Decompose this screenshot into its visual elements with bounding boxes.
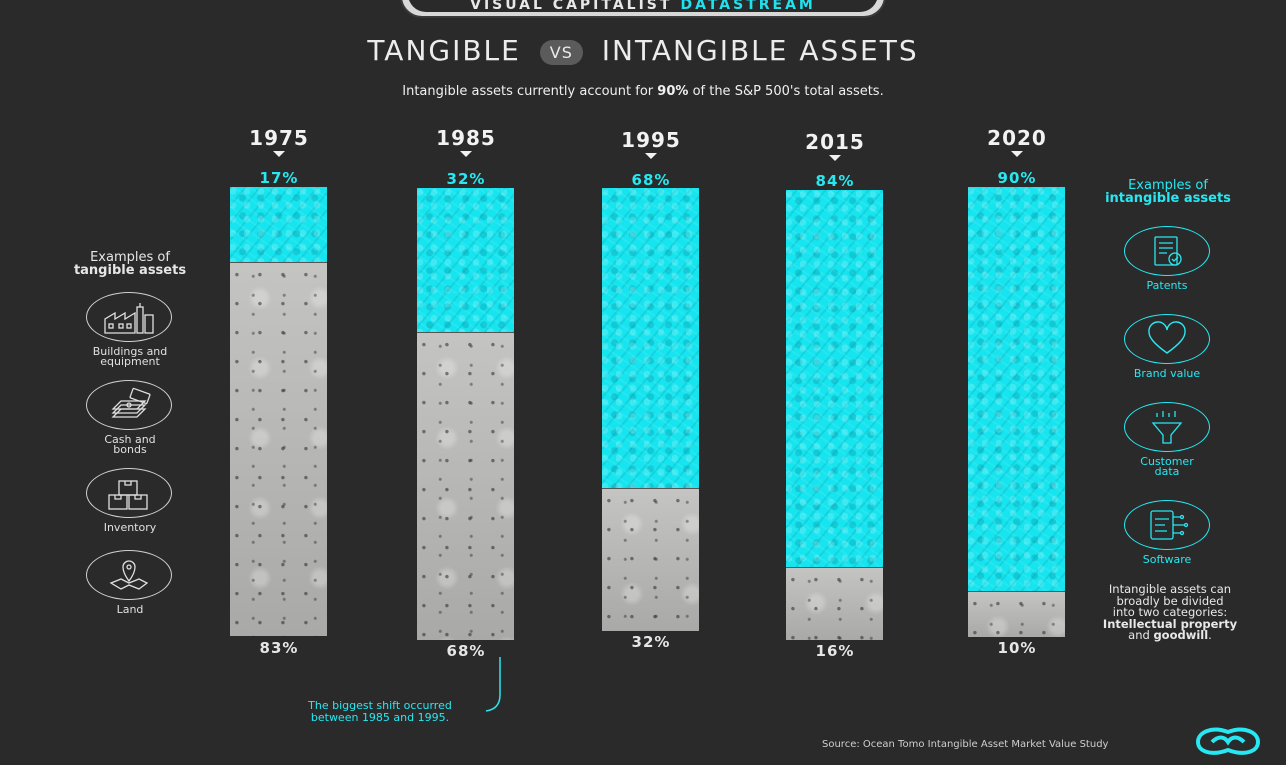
source-text: Source: Ocean Tomo Intangible Asset Mark… [822, 739, 1109, 750]
intangible-pct-label: 17% [259, 169, 299, 187]
intangible-item-label: Patents [1112, 279, 1222, 292]
year-label: 1995 [621, 128, 681, 152]
intangible-segment [786, 190, 883, 568]
tangible-pct-label: 10% [997, 639, 1037, 657]
tangible-item-1-line2: bonds [113, 443, 147, 456]
intangible-item-2-line1: Customer [1140, 455, 1194, 468]
subtitle-bold: 90% [657, 84, 689, 99]
stacked-bar [968, 187, 1065, 637]
stacked-bar [602, 188, 699, 631]
tangible-pct-label: 68% [446, 642, 486, 660]
intangible-pct-label: 90% [997, 169, 1037, 187]
intangible-item-label: Brand value [1112, 367, 1222, 380]
page-title: TANGIBLE VS INTANGIBLE ASSETS [0, 34, 1286, 67]
title-left: TANGIBLE [367, 34, 521, 67]
intangible-pct-label: 32% [446, 170, 486, 188]
tangible-item-0-line1: Buildings and [92, 345, 168, 358]
certificate-icon [1124, 226, 1210, 276]
intangible-pct-label: 68% [631, 171, 671, 189]
stacked-bar [417, 188, 514, 640]
shift-note: The biggest shift occurred between 1985 … [276, 700, 484, 723]
intangible-heading: Examples of intangible assets [1088, 179, 1248, 205]
heart-icon [1124, 314, 1210, 364]
intangible-item-label: Software [1112, 553, 1222, 566]
intangible-segment [968, 187, 1065, 592]
tangible-pct-label: 16% [815, 642, 855, 660]
subtitle-pre: Intangible assets currently account for [402, 84, 654, 99]
intangible-item-3-line1: Software [1142, 553, 1192, 566]
intangible-segment [230, 187, 327, 264]
note-bold2: goodwill [1153, 628, 1209, 642]
year-caret [829, 155, 841, 161]
year-caret [1011, 151, 1023, 157]
tangible-segment [968, 591, 1065, 637]
brand-tab: VISUAL CAPITALIST DATASTREAM [400, 0, 886, 18]
tangible-item-label: Buildings and equipment [75, 345, 185, 368]
intangible-pct-label: 84% [815, 172, 855, 190]
funnel-icon [1124, 402, 1210, 452]
boxes-icon [86, 468, 172, 518]
logo-icon [1195, 727, 1261, 755]
intangible-item-2-line2: data [1154, 465, 1180, 478]
shift-note-line1: The biggest shift occurred [308, 699, 452, 712]
title-vs-badge: VS [539, 39, 583, 65]
subtitle-post: of the S&P 500's total assets. [692, 84, 884, 99]
year-caret [645, 153, 657, 159]
title-right: INTANGIBLE ASSETS [601, 34, 919, 67]
intangible-item-0-line1: Patents [1146, 279, 1188, 292]
brand-name: VISUAL CAPITALIST [470, 0, 673, 13]
tangible-segment [230, 262, 327, 636]
tangible-item-label: Land [75, 603, 185, 616]
year-caret [273, 151, 285, 157]
stacked-bar [230, 187, 327, 636]
shift-note-line2: between 1985 and 1995. [310, 710, 450, 724]
map-pin-icon [86, 550, 172, 600]
tangible-segment [602, 488, 699, 631]
note-line1: Intangible assets can [1108, 582, 1232, 596]
year-caret [460, 151, 472, 157]
tangible-item-1-line1: Cash and [104, 433, 156, 446]
year-label: 2020 [987, 126, 1047, 150]
intangible-heading-line1: Examples of [1128, 178, 1208, 193]
tangible-heading: Examples of tangible assets [55, 251, 205, 277]
tangible-pct-label: 32% [631, 633, 671, 651]
tangible-segment [786, 567, 883, 640]
tangible-heading-line1: Examples of [90, 250, 170, 265]
subtitle: Intangible assets currently account for … [0, 84, 1286, 99]
intangible-segment [602, 188, 699, 490]
note-and: and [1128, 628, 1150, 642]
note-line3: into two categories: [1112, 605, 1228, 619]
intangible-segment [417, 188, 514, 333]
tangible-segment [417, 331, 514, 640]
tangible-item-3-line1: Land [116, 603, 144, 616]
tangible-item-label: Cash and bonds [75, 433, 185, 456]
software-icon [1124, 500, 1210, 550]
note-line2: broadly be divided [1116, 593, 1224, 608]
shift-bracket [485, 657, 501, 712]
stacked-bar [786, 190, 883, 640]
tangible-pct-label: 83% [259, 639, 299, 657]
tangible-heading-line2: tangible assets [73, 263, 187, 278]
year-label: 1985 [436, 126, 496, 150]
year-label: 2015 [805, 130, 865, 154]
factory-icon [86, 292, 172, 342]
year-label: 1975 [249, 126, 309, 150]
tangible-item-2-line1: Inventory [103, 521, 157, 534]
tangible-item-label: Inventory [75, 521, 185, 534]
tangible-item-0-line2: equipment [100, 355, 160, 368]
intangible-heading-line2: intangible assets [1105, 191, 1231, 206]
note-bold1: Intellectual property [1102, 616, 1238, 631]
intangible-item-1-line1: Brand value [1133, 367, 1201, 380]
intangible-item-label: Customer data [1112, 455, 1222, 478]
brand-product: DATASTREAM [680, 0, 816, 13]
note-end: . [1208, 628, 1212, 642]
categories-note: Intangible assets can broadly be divided… [1090, 582, 1250, 642]
cash-icon [86, 380, 172, 430]
